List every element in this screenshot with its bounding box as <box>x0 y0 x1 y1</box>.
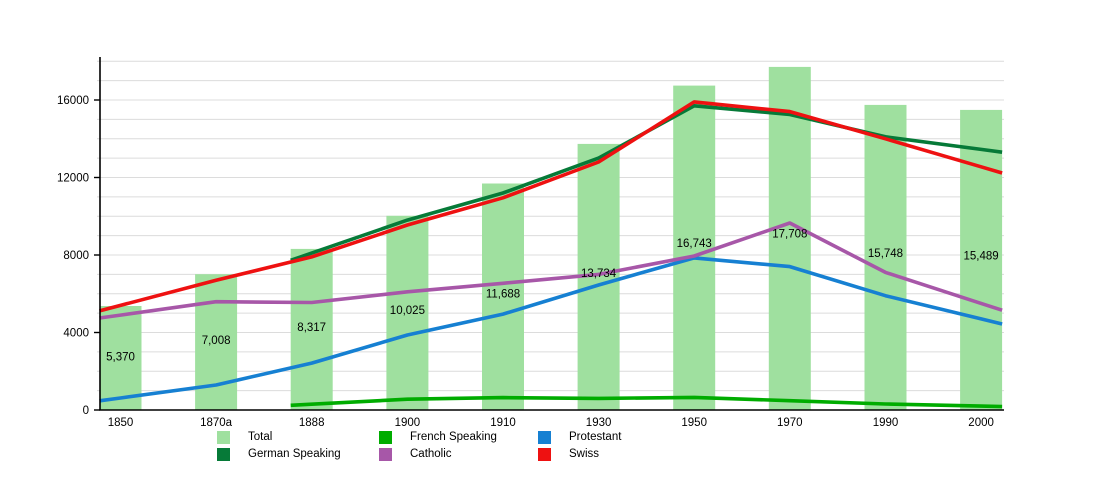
bar-value-label: 7,008 <box>202 335 231 347</box>
x-tick-label: 1930 <box>586 417 612 429</box>
bar-value-label: 15,748 <box>868 248 903 260</box>
legend-swatch-total-icon <box>217 430 230 444</box>
bar-1910 <box>482 183 524 410</box>
bar-value-label: 13,734 <box>581 268 617 280</box>
bar-value-label: 8,317 <box>297 322 326 334</box>
legend-label-swiss: Swiss <box>569 448 600 460</box>
legend-swatch-german-speaking-icon <box>217 447 230 461</box>
bar-1970 <box>768 66 811 411</box>
legend-item-protestant: Protestant <box>538 430 621 444</box>
x-tick-label: 2000 <box>968 417 994 429</box>
legend-item-french-speaking: French Speaking <box>379 430 497 444</box>
line-protestant <box>99 256 1003 403</box>
legend-label-german-speaking: German Speaking <box>248 448 341 460</box>
bar-value-label: 11,688 <box>486 288 520 300</box>
x-tick-label: 1900 <box>395 417 421 429</box>
legend-item-swiss: Swiss <box>538 447 599 461</box>
x-tick-label: 1970 <box>777 417 803 429</box>
bar-value-label: 15,489 <box>964 250 999 262</box>
y-tick-label: 16000 <box>57 95 89 107</box>
legend-label-total: Total <box>248 431 273 443</box>
y-tick-label: 4000 <box>63 328 89 340</box>
y-tick-label: 0 <box>83 405 89 417</box>
legend-swatch-french-speaking-icon <box>379 430 392 444</box>
bar-1888 <box>290 248 333 410</box>
line-catholic <box>99 221 1003 320</box>
line-french-speaking <box>290 395 1003 409</box>
bar-2000 <box>960 109 1003 411</box>
x-tick-label: 1990 <box>873 417 899 429</box>
legend-item-catholic: Catholic <box>379 447 452 461</box>
bar-value-label: 16,743 <box>677 238 712 250</box>
x-tick-label: 1950 <box>681 417 707 429</box>
bar-1850 <box>99 306 142 410</box>
bar-value-label: 10,025 <box>390 305 425 317</box>
y-tick-label: 12000 <box>57 173 89 185</box>
x-tick-label: 1910 <box>490 417 516 429</box>
x-tick-label: 1850 <box>108 417 134 429</box>
bar-value-label: 17,708 <box>772 228 807 240</box>
legend-label-catholic: Catholic <box>410 448 452 460</box>
legend-swatch-protestant-icon <box>538 430 551 444</box>
x-tick-label: 1888 <box>299 417 325 429</box>
legend-item-total: Total <box>217 430 272 444</box>
x-tick-label: 1870a <box>200 417 233 429</box>
bar-1900 <box>386 215 429 410</box>
bar-value-label: 5,370 <box>106 351 135 363</box>
bar-1950 <box>673 85 716 410</box>
y-tick-label: 8000 <box>63 250 89 262</box>
bar-1990 <box>864 104 907 411</box>
line-swiss <box>99 100 1003 313</box>
legend-label-protestant: Protestant <box>569 431 622 443</box>
legend-swatch-swiss-icon <box>538 447 551 461</box>
legend-label-french-speaking: French Speaking <box>410 431 497 443</box>
legend-swatch-catholic-icon <box>379 447 392 461</box>
legend-item-german-speaking: German Speaking <box>217 447 341 461</box>
